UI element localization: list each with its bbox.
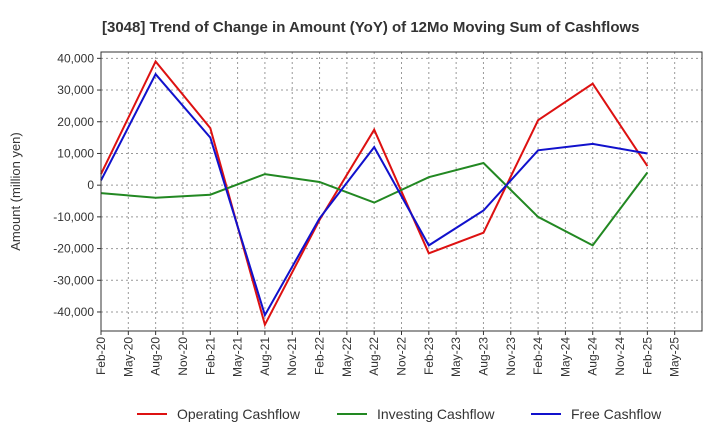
x-tick-label: Feb-20	[94, 337, 108, 375]
y-tick-label: 30,000	[57, 83, 94, 97]
x-tick-label: May-24	[558, 337, 572, 377]
y-tick-label: -30,000	[53, 273, 94, 287]
x-tick-label: Feb-25	[640, 337, 654, 375]
grid-layer	[101, 52, 702, 331]
y-tick-label: -40,000	[53, 305, 94, 319]
x-tick-label: Nov-24	[613, 337, 627, 376]
series-line-investing-cashflow	[100, 161, 649, 247]
x-tick-label: Feb-23	[422, 337, 436, 375]
y-tick-label: 40,000	[57, 51, 94, 65]
x-tick-label: May-22	[340, 337, 354, 377]
series-layer	[100, 59, 649, 328]
legend-label: Investing Cashflow	[377, 406, 495, 422]
x-tick-label: Aug-21	[258, 337, 272, 376]
y-axis-ticks: 40,000 30,000 20,000 10,000 0 -10,000 -20,000 -…	[53, 51, 101, 319]
x-tick-label: May-21	[231, 337, 245, 377]
x-tick-label: May-20	[121, 337, 135, 377]
x-tick-label: Aug-24	[586, 337, 600, 376]
legend-label: Operating Cashflow	[177, 406, 301, 422]
chart-title: [3048] Trend of Change in Amount (YoY) o…	[102, 19, 640, 36]
y-axis-label: Amount (million yen)	[8, 132, 23, 251]
x-tick-label: Feb-22	[313, 337, 327, 375]
legend: Operating Cashflow Investing Cashflow Free…	[137, 406, 662, 422]
x-tick-label: Aug-20	[149, 337, 163, 376]
y-tick-label: 0	[87, 178, 94, 192]
series-line-free-cashflow	[100, 72, 648, 318]
x-tick-label: Nov-22	[395, 337, 409, 376]
x-tick-label: Nov-21	[285, 337, 299, 376]
x-tick-label: May-25	[668, 337, 682, 377]
y-tick-label: 10,000	[57, 146, 94, 160]
x-tick-label: Aug-23	[476, 337, 490, 376]
y-tick-label: -10,000	[53, 210, 94, 224]
x-tick-label: Nov-23	[504, 337, 518, 376]
x-tick-label: Feb-24	[531, 337, 545, 375]
x-tick-label: Aug-22	[367, 337, 381, 376]
y-tick-label: -20,000	[53, 242, 94, 256]
x-tick-label: May-23	[449, 337, 463, 377]
x-tick-label: Feb-21	[203, 337, 217, 375]
x-axis-ticks: Feb-20 May-20 Aug-20 Nov-20 Feb-21 May-21 Aug-…	[94, 331, 682, 377]
x-tick-label: Nov-20	[176, 337, 190, 376]
series-line-operating-cashflow	[100, 59, 649, 328]
y-tick-label: 20,000	[57, 115, 94, 129]
legend-label: Free Cashflow	[571, 406, 662, 422]
